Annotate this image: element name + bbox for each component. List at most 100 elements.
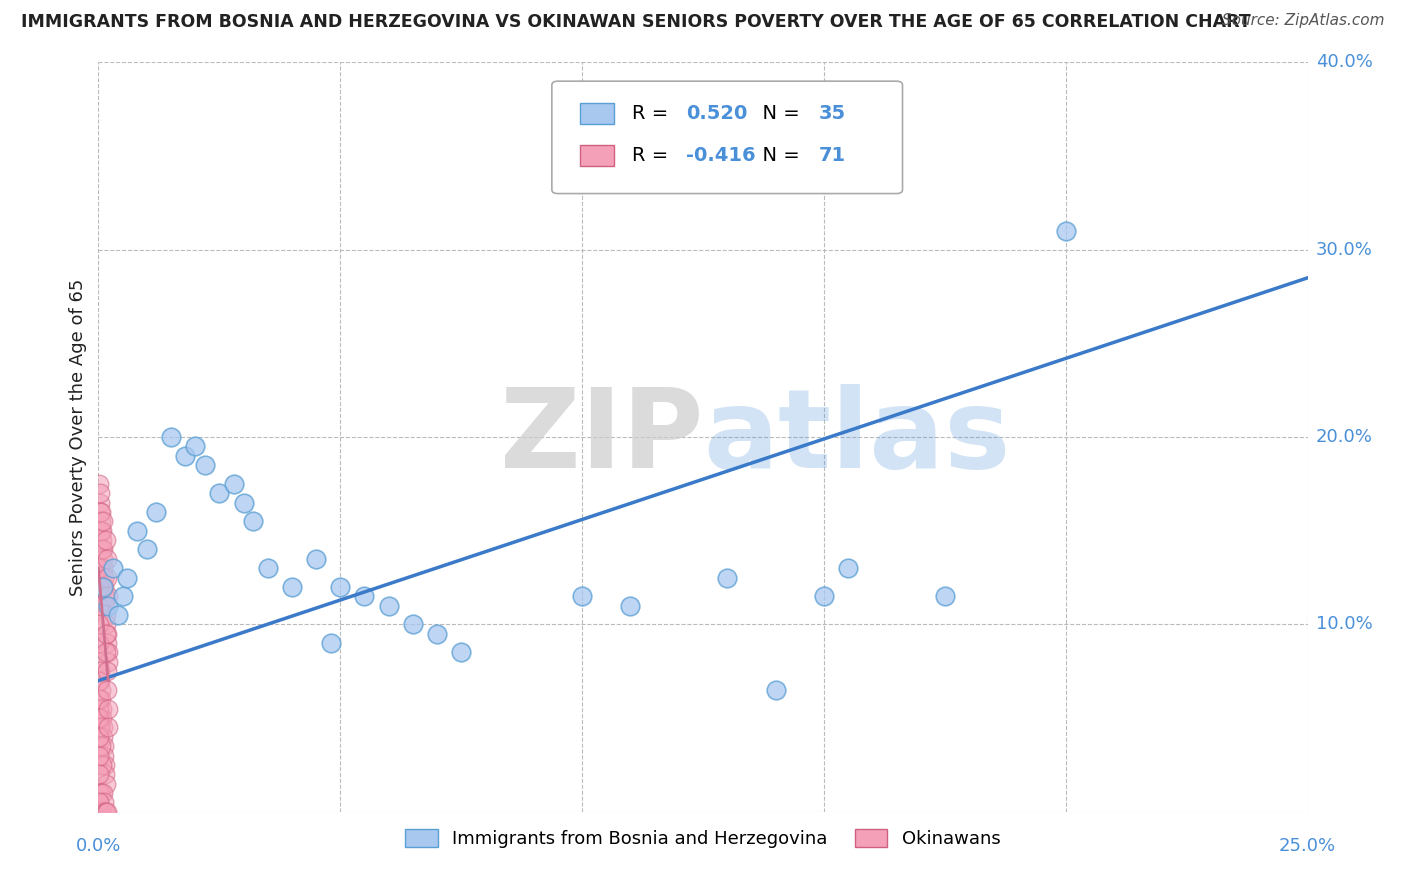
- Point: [93, 590, 115, 604]
- Point: [97, 721, 120, 735]
- FancyBboxPatch shape: [579, 145, 613, 166]
- Point: [87, 796, 110, 810]
- Point: [93, 748, 115, 763]
- Point: [90, 505, 112, 519]
- Text: R =: R =: [631, 146, 673, 165]
- Point: [89, 664, 111, 679]
- Point: [91, 542, 114, 557]
- Text: ZIP: ZIP: [499, 384, 703, 491]
- Point: [91, 721, 114, 735]
- Point: [135, 542, 157, 557]
- Point: [96, 683, 118, 698]
- Point: [619, 599, 641, 613]
- Point: [96, 626, 118, 640]
- Point: [242, 514, 264, 528]
- Point: [96, 805, 118, 819]
- Text: 0.520: 0.520: [686, 103, 748, 123]
- Point: [87, 636, 110, 650]
- Point: [101, 561, 124, 575]
- Point: [90, 739, 112, 753]
- Point: [89, 701, 111, 715]
- FancyBboxPatch shape: [551, 81, 903, 194]
- Point: [96, 664, 118, 679]
- Point: [96, 617, 118, 632]
- FancyBboxPatch shape: [579, 103, 613, 124]
- Point: [96, 646, 118, 660]
- Point: [93, 796, 115, 810]
- Point: [194, 458, 217, 473]
- Point: [813, 590, 835, 604]
- Point: [96, 636, 118, 650]
- Point: [426, 626, 449, 640]
- Point: [87, 748, 110, 763]
- Point: [89, 655, 111, 669]
- Point: [87, 692, 110, 706]
- Point: [571, 590, 593, 604]
- Point: [256, 561, 278, 575]
- Point: [319, 636, 342, 650]
- Text: 35: 35: [820, 103, 846, 123]
- Point: [111, 590, 134, 604]
- Point: [87, 711, 110, 725]
- Text: 0.0%: 0.0%: [76, 837, 121, 855]
- Point: [94, 626, 117, 640]
- Point: [87, 561, 110, 575]
- Point: [87, 767, 110, 781]
- Point: [765, 683, 787, 698]
- Point: [96, 805, 118, 819]
- Point: [402, 617, 425, 632]
- Point: [94, 608, 117, 623]
- Text: Source: ZipAtlas.com: Source: ZipAtlas.com: [1222, 13, 1385, 29]
- Point: [716, 571, 738, 585]
- Point: [934, 590, 956, 604]
- Point: [90, 701, 112, 715]
- Point: [174, 449, 197, 463]
- Point: [450, 646, 472, 660]
- Point: [90, 805, 112, 819]
- Text: R =: R =: [631, 103, 673, 123]
- Point: [87, 617, 110, 632]
- Point: [305, 551, 328, 566]
- Point: [97, 646, 120, 660]
- Legend: Immigrants from Bosnia and Herzegovina, Okinawans: Immigrants from Bosnia and Herzegovina, …: [398, 822, 1008, 855]
- Point: [89, 786, 111, 800]
- Point: [94, 599, 117, 613]
- Point: [96, 551, 118, 566]
- Text: N =: N =: [751, 146, 806, 165]
- Point: [93, 739, 115, 753]
- Point: [208, 486, 231, 500]
- Text: 20.0%: 20.0%: [1316, 428, 1372, 446]
- Point: [89, 505, 111, 519]
- Point: [837, 561, 859, 575]
- Point: [222, 476, 245, 491]
- Point: [90, 524, 112, 538]
- Point: [353, 590, 375, 604]
- Point: [87, 599, 110, 613]
- Point: [90, 692, 112, 706]
- Point: [160, 430, 183, 444]
- Text: -0.416: -0.416: [686, 146, 755, 165]
- Point: [329, 580, 352, 594]
- Text: 40.0%: 40.0%: [1316, 54, 1372, 71]
- Point: [90, 683, 112, 698]
- Point: [89, 805, 111, 819]
- Point: [184, 440, 207, 453]
- Point: [93, 571, 115, 585]
- Point: [91, 542, 114, 557]
- Point: [93, 580, 115, 594]
- Point: [91, 551, 114, 566]
- Y-axis label: Seniors Poverty Over the Age of 65: Seniors Poverty Over the Age of 65: [69, 278, 87, 596]
- Point: [87, 673, 110, 688]
- Point: [91, 786, 114, 800]
- Point: [90, 533, 112, 547]
- Point: [90, 786, 112, 800]
- Point: [93, 758, 115, 772]
- Point: [94, 767, 117, 781]
- Point: [91, 758, 114, 772]
- Point: [107, 608, 129, 623]
- Point: [97, 590, 120, 604]
- Point: [96, 533, 118, 547]
- Point: [232, 496, 254, 510]
- Point: [91, 805, 114, 819]
- Point: [90, 514, 112, 528]
